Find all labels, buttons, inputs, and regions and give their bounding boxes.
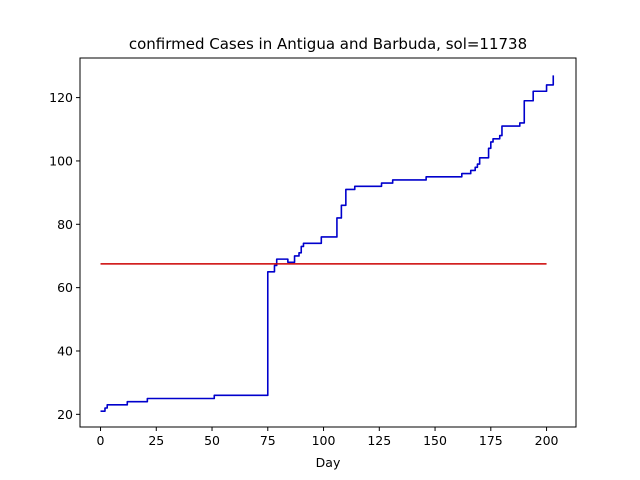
x-tick-label: 150 bbox=[423, 433, 447, 448]
x-axis-title: Day bbox=[316, 455, 341, 470]
series-line-0 bbox=[100, 75, 555, 412]
plot-frame bbox=[79, 57, 577, 428]
y-tick-label: 60 bbox=[57, 280, 73, 295]
x-tick-label: 125 bbox=[367, 433, 391, 448]
x-tick-label: 75 bbox=[260, 433, 276, 448]
chart-title: confirmed Cases in Antigua and Barbuda, … bbox=[129, 35, 527, 53]
plot-area bbox=[100, 75, 555, 412]
x-tick-label: 200 bbox=[535, 433, 559, 448]
axes: 0 25 50 75 100 125 150 175 200 20 40 60 80 100 120 bbox=[49, 57, 577, 448]
y-tick-label: 40 bbox=[57, 343, 73, 358]
x-tick-label: 175 bbox=[479, 433, 503, 448]
x-tick-label: 0 bbox=[97, 433, 105, 448]
y-tick-label: 100 bbox=[49, 153, 73, 168]
x-tick-label: 25 bbox=[148, 433, 164, 448]
x-tick-label: 50 bbox=[204, 433, 220, 448]
x-tick-label: 100 bbox=[312, 433, 336, 448]
y-tick-label: 20 bbox=[57, 407, 73, 422]
y-tick-label: 120 bbox=[49, 90, 73, 105]
y-tick-label: 80 bbox=[57, 217, 73, 232]
